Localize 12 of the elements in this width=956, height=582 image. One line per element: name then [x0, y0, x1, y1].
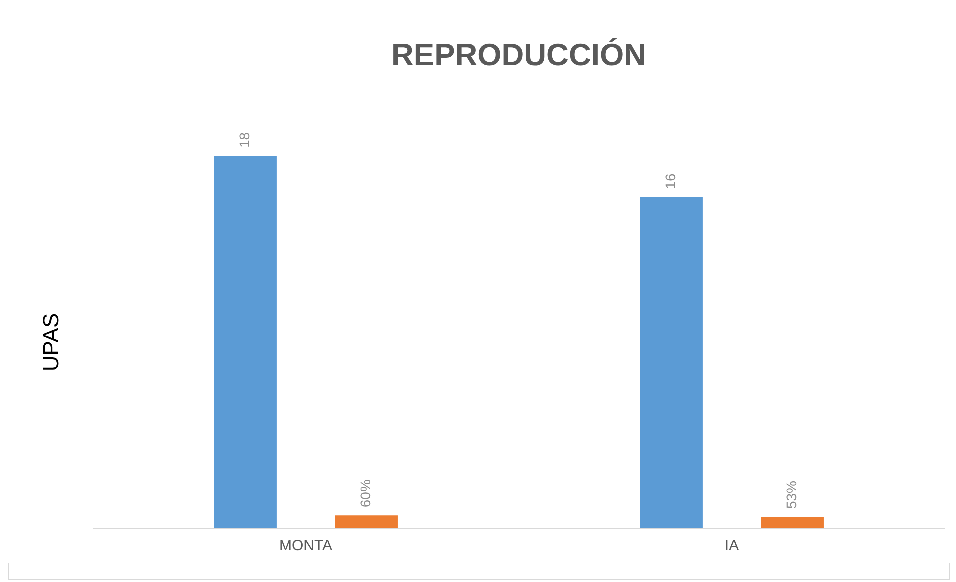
x-tick-label: MONTA	[279, 538, 333, 554]
x-tick-label: IA	[724, 538, 740, 554]
data-label: 18	[236, 132, 252, 148]
bar	[335, 516, 398, 528]
data-label: 16	[662, 174, 678, 190]
bar	[761, 517, 824, 528]
data-label: 53%	[784, 481, 800, 510]
bar	[640, 197, 703, 528]
chart-title: REPRODUCCIÓN	[392, 37, 646, 72]
y-axis-title: UPAS	[38, 313, 64, 372]
bar	[214, 156, 277, 528]
data-label: 60%	[358, 480, 374, 508]
